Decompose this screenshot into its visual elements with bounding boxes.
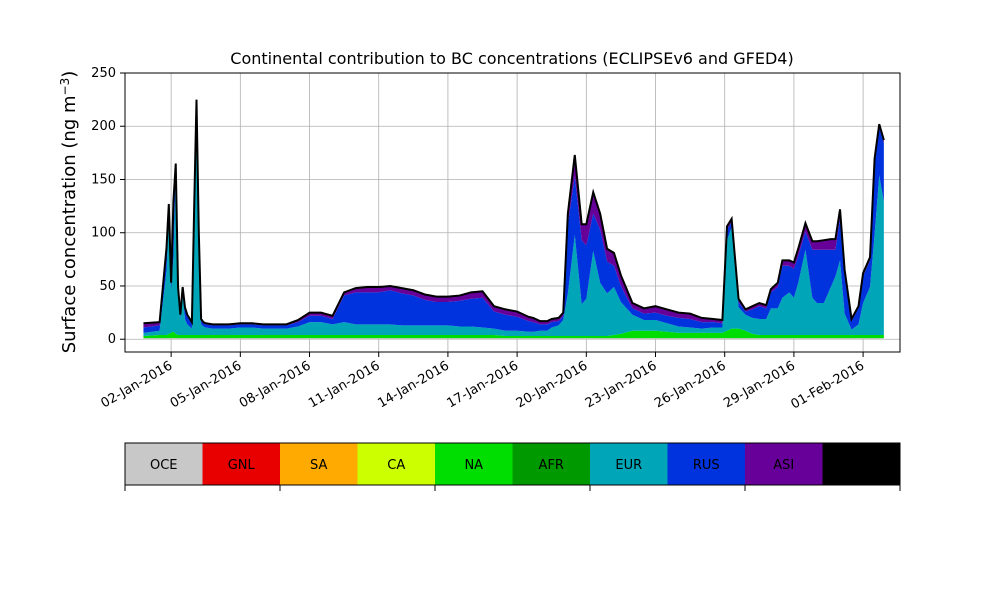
colorbar-label-gnl: GNL [228, 458, 256, 473]
y-tick-label: 200 [91, 119, 116, 134]
colorbar-swatch-sa [280, 443, 358, 485]
x-tick-label: 08-Jan-2016 [237, 358, 314, 411]
colorbar-swatch-ca [357, 443, 435, 485]
y-tick-label: 0 [108, 332, 116, 347]
x-tick-label: 01-Feb-2016 [789, 358, 868, 412]
colorbar-swatch-oce [125, 443, 203, 485]
colorbar-label-asi: ASI [773, 458, 794, 473]
y-tick-label: 250 [91, 66, 116, 81]
colorbar-swatch-gnl [202, 443, 280, 485]
x-tick-label: 14-Jan-2016 [375, 358, 452, 411]
y-tick-label: 50 [99, 279, 116, 294]
x-tick-label: 23-Jan-2016 [583, 358, 660, 411]
colorbar-label-na: NA [464, 458, 483, 473]
stacked-areas [143, 99, 885, 340]
colorbar-label-afr: AFR [539, 458, 564, 473]
x-tick-label: 02-Jan-2016 [99, 358, 176, 411]
x-tick-label: 05-Jan-2016 [168, 358, 245, 411]
colorbar-label-eur: EUR [615, 458, 642, 473]
colorbar-label-rus: RUS [693, 458, 720, 473]
chart-title: Continental contribution to BC concentra… [230, 49, 793, 68]
area-na [143, 328, 884, 339]
colorbar-swatch-aus [822, 443, 900, 485]
colorbar-swatch-afr [512, 443, 590, 485]
area-rus [143, 100, 884, 333]
colorbar-swatch-rus [667, 443, 745, 485]
colorbar-label-sa: SA [310, 458, 327, 473]
plot-frame [124, 72, 901, 353]
colorbar-swatch-na [435, 443, 513, 485]
axes: 0 50 100 150 200 250 02-Jan-201605-Jan-201608-… [91, 66, 901, 412]
colorbar-swatch-eur [590, 443, 668, 485]
total-line [143, 99, 885, 326]
colorbar-label-ca: CA [387, 458, 405, 473]
colorbar-label-oce: OCE [150, 458, 178, 473]
y-tick-label: 150 [91, 172, 116, 187]
colorbar-frame [124, 442, 901, 486]
area-eur [143, 121, 884, 337]
colorbar-swatch-asi [745, 443, 823, 485]
x-tick-label: 20-Jan-2016 [514, 358, 591, 411]
colorbar-legend: OCE GNL SA CA NA AFR EUR RUS ASI AUS [124, 442, 901, 491]
colorbar-label-aus: AUS [848, 458, 875, 473]
x-tick-label: 29-Jan-2016 [721, 358, 798, 411]
x-tick-label: 11-Jan-2016 [306, 358, 383, 411]
area-oce [143, 338, 884, 340]
y-axis-label: Surface concentration (ng m−3) [58, 71, 80, 354]
y-tick-label: 100 [91, 226, 116, 241]
x-tick-label: 26-Jan-2016 [652, 358, 729, 411]
x-tick-label: 17-Jan-2016 [445, 358, 522, 411]
